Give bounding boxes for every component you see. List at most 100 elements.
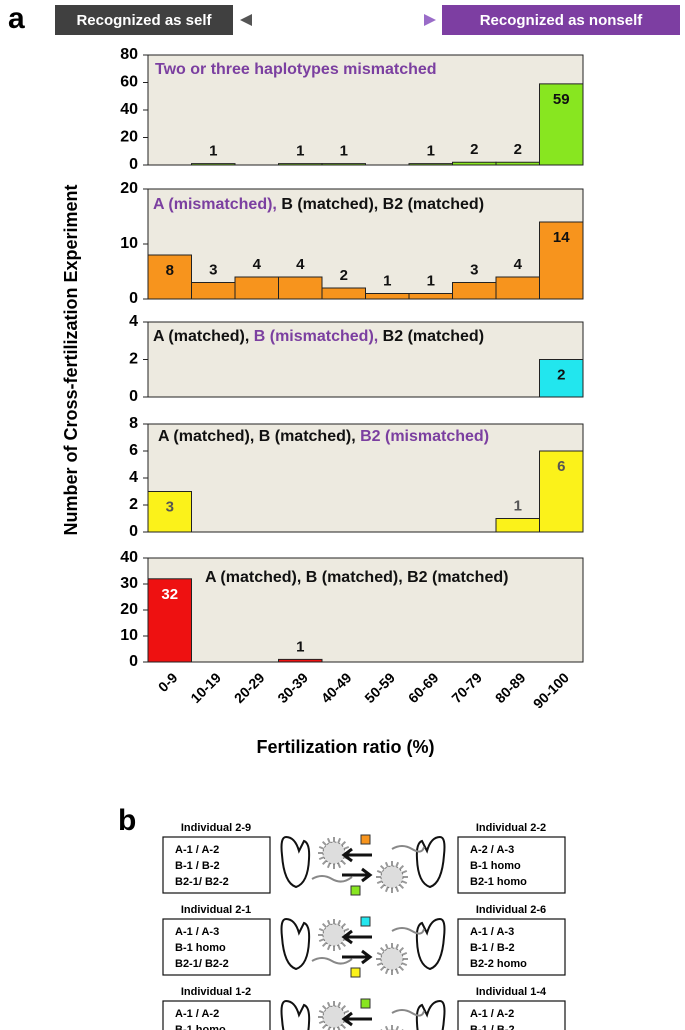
title-part: A (matched),: [153, 328, 254, 345]
individual-name: Individual 1-4: [476, 986, 547, 998]
title-part: B (matched), B2 (matched): [281, 196, 484, 213]
data-label: 3: [470, 261, 478, 278]
result-square: [350, 967, 361, 978]
genotype: B2-1/ B2-2: [175, 876, 229, 888]
sperm: [391, 845, 425, 853]
sperm-egg-icon: [376, 943, 408, 975]
bar: [539, 83, 584, 166]
genotype: B-1 / B-2: [470, 942, 515, 954]
y-tick-label: 40: [120, 549, 138, 566]
x-tick-label: 50-59: [361, 669, 398, 706]
panel-title: Two or three haplotypes mismatched: [155, 61, 437, 78]
genotype: B-1 / B-2: [175, 860, 220, 872]
y-tick-label: 20: [120, 601, 138, 618]
individual-box: [457, 836, 566, 894]
egg: [322, 841, 346, 865]
plot-area: [147, 321, 584, 398]
y-tick-label: 4: [129, 469, 138, 486]
x-tick-label: 10-19: [187, 669, 224, 706]
y-tick-label: 10: [120, 235, 138, 252]
bar: [278, 658, 323, 663]
y-tick-label: 8: [129, 415, 138, 432]
y-tick-label: 0: [129, 156, 138, 173]
bar: [539, 359, 584, 398]
data-label: 3: [166, 498, 174, 515]
double-arrow: [240, 14, 436, 26]
data-label: 4: [253, 256, 262, 273]
self-label: Recognized as self: [76, 12, 212, 29]
individual-box: [162, 1000, 271, 1030]
data-label: 4: [296, 256, 305, 273]
genotype: A-1 / A-2: [175, 844, 219, 856]
siphon: [415, 999, 446, 1030]
genotype: B-1 / B-2: [470, 1024, 515, 1030]
plot-area: [147, 557, 584, 663]
genotype: B-1 homo: [175, 1024, 226, 1030]
data-label: 1: [296, 143, 304, 160]
arrow: [341, 1011, 372, 1027]
title-part: B2 (mismatched): [360, 428, 489, 445]
genotype: A-1 / A-3: [470, 926, 514, 938]
data-label: 32: [161, 586, 178, 603]
data-label: 1: [427, 272, 435, 289]
bar: [278, 276, 323, 300]
x-tick-label: 30-39: [274, 669, 311, 706]
y-tick-label: 20: [120, 129, 138, 146]
x-axis-label: Fertilization ratio (%): [256, 737, 434, 757]
genotype: B-1 homo: [470, 860, 521, 872]
y-tick-label: 40: [120, 101, 138, 118]
bar: [321, 287, 366, 300]
result-square: [360, 998, 371, 1009]
sperm: [311, 957, 353, 965]
y-tick-label: 4: [129, 313, 138, 330]
x-tick-label: 70-79: [448, 669, 485, 706]
data-label: 2: [470, 141, 478, 158]
data-label: 6: [557, 458, 565, 475]
data-label: 1: [209, 143, 217, 160]
result-square: [360, 834, 371, 845]
y-tick-label: 0: [129, 653, 138, 670]
sperm: [311, 875, 353, 883]
data-label: 1: [296, 638, 304, 655]
panel-title: A (matched), B (matched), B2 (matched): [205, 569, 508, 586]
sperm: [391, 1009, 425, 1017]
x-tick-label: 80-89: [492, 669, 529, 706]
data-label: 2: [514, 141, 522, 158]
data-label: 3: [209, 261, 217, 278]
bar: [234, 276, 279, 300]
panel-label: b: [118, 804, 136, 837]
siphon: [280, 835, 311, 889]
individual-name: Individual 2-2: [476, 822, 546, 834]
y-tick-label: 6: [129, 442, 138, 459]
y-tick-label: 0: [129, 523, 138, 540]
bar: [365, 293, 410, 300]
nonself-box: [442, 5, 680, 35]
y-tick-label: 2: [129, 496, 138, 513]
data-label: 8: [166, 262, 174, 279]
individual-box: [457, 918, 566, 976]
bar: [452, 282, 497, 300]
genotype: A-2 / A-3: [470, 844, 514, 856]
genotype: A-1 / A-2: [470, 1008, 514, 1020]
bar: [191, 282, 236, 300]
x-tick-label: 20-29: [231, 669, 268, 706]
egg: [380, 947, 404, 971]
y-tick-label: 0: [129, 290, 138, 307]
data-label: 2: [340, 267, 348, 284]
y-tick-label: 0: [129, 388, 138, 405]
siphon: [280, 917, 311, 971]
bar: [147, 254, 192, 300]
data-label: 1: [340, 143, 348, 160]
individual-name: Individual 2-9: [181, 822, 251, 834]
panel-label: a: [8, 2, 25, 35]
title-part: B2 (matched): [383, 328, 484, 345]
egg: [322, 1005, 346, 1029]
bar: [408, 293, 453, 300]
bar: [495, 518, 540, 533]
result-square: [350, 885, 361, 896]
bar: [495, 161, 540, 166]
egg: [380, 865, 404, 889]
genotype: B-1 homo: [175, 942, 226, 954]
genotype: A-1 / A-2: [175, 1008, 219, 1020]
